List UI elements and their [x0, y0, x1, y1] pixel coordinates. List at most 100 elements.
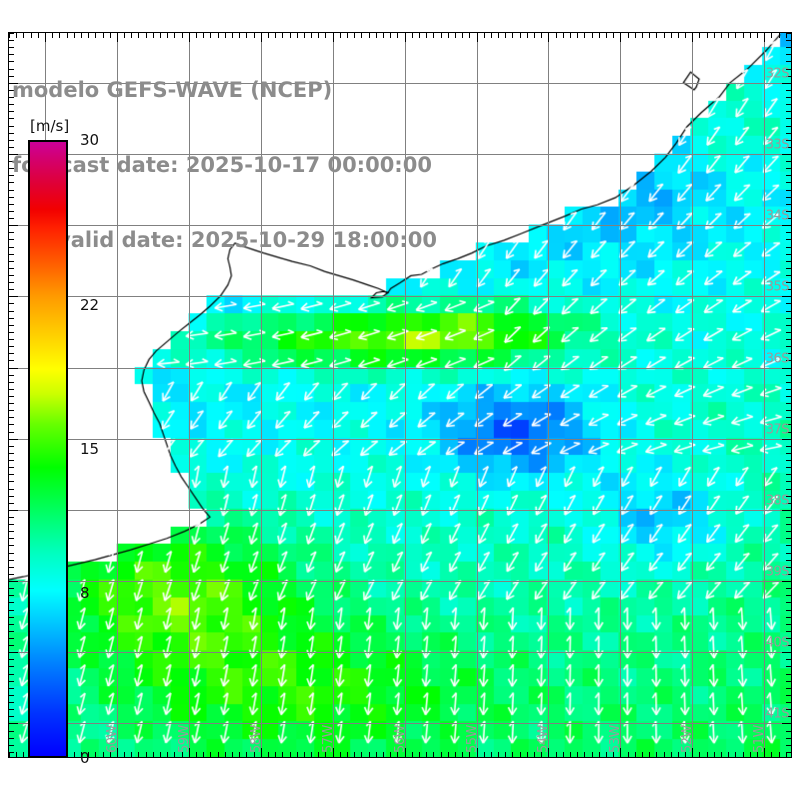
tick-right	[782, 154, 791, 155]
tick-top	[103, 33, 104, 38]
tick-right	[786, 161, 791, 162]
tick-left	[9, 745, 14, 746]
tick-right	[786, 524, 791, 525]
tick-top	[649, 33, 650, 38]
tick-top	[347, 33, 348, 38]
tick-top	[613, 33, 614, 38]
tick-bottom	[138, 752, 139, 757]
tick-top	[225, 33, 226, 38]
tick-right	[786, 147, 791, 148]
tick-top	[699, 33, 700, 38]
tick-bottom	[685, 752, 686, 757]
tick-top	[685, 33, 686, 38]
tick-bottom	[383, 752, 384, 757]
tick-left	[9, 510, 18, 511]
tick-left	[9, 204, 14, 205]
tick-left	[9, 154, 18, 155]
tick-bottom	[261, 748, 262, 757]
tick-left	[9, 396, 14, 397]
longitude-label: 53W	[608, 725, 624, 753]
tick-left	[9, 389, 14, 390]
tick-top	[369, 33, 370, 38]
grid-line-meridian	[477, 33, 478, 757]
tick-right	[786, 311, 791, 312]
longitude-label: 55W	[464, 725, 480, 753]
tick-right	[786, 140, 791, 141]
tick-left	[9, 54, 14, 55]
tick-right	[786, 389, 791, 390]
tick-bottom	[246, 752, 247, 757]
tick-top	[117, 33, 118, 42]
tick-top	[146, 33, 147, 38]
tick-bottom	[692, 748, 693, 757]
tick-bottom	[239, 752, 240, 757]
tick-right	[786, 688, 791, 689]
tick-bottom	[282, 752, 283, 757]
tick-left	[9, 275, 14, 276]
tick-bottom	[635, 752, 636, 757]
tick-right	[786, 574, 791, 575]
grid-line-parallel	[9, 652, 791, 653]
tick-left	[9, 645, 14, 646]
tick-right	[786, 489, 791, 490]
colorbar-tick-label: 15	[80, 440, 100, 458]
tick-right	[786, 182, 791, 183]
tick-left	[9, 666, 14, 667]
tick-bottom	[412, 752, 413, 757]
tick-bottom	[721, 752, 722, 757]
tick-left	[9, 311, 14, 312]
longitude-label: 59W	[176, 725, 192, 753]
tick-top	[182, 33, 183, 38]
tick-left	[9, 489, 14, 490]
tick-top	[239, 33, 240, 38]
tick-bottom	[174, 752, 175, 757]
tick-bottom	[584, 752, 585, 757]
tick-right	[786, 545, 791, 546]
tick-bottom	[469, 752, 470, 757]
tick-bottom	[81, 752, 82, 757]
tick-bottom	[649, 752, 650, 757]
tick-top	[671, 33, 672, 38]
tick-top	[642, 33, 643, 38]
tick-left	[9, 553, 14, 554]
tick-top	[606, 33, 607, 38]
tick-bottom	[671, 752, 672, 757]
tick-left	[9, 517, 14, 518]
tick-bottom	[491, 752, 492, 757]
tick-top	[743, 33, 744, 38]
tick-bottom	[182, 752, 183, 757]
tick-bottom	[613, 752, 614, 757]
tick-top	[433, 33, 434, 38]
tick-left	[9, 688, 14, 689]
tick-bottom	[74, 752, 75, 757]
tick-left	[9, 602, 14, 603]
tick-right	[786, 360, 791, 361]
tick-left	[9, 197, 14, 198]
grid-line-meridian	[620, 33, 621, 757]
tick-top	[88, 33, 89, 38]
latitude-label: 38S	[765, 493, 790, 509]
tick-right	[786, 432, 791, 433]
tick-right	[786, 268, 791, 269]
tick-bottom	[218, 752, 219, 757]
latitude-label: 33S	[765, 137, 790, 153]
tick-top	[383, 33, 384, 38]
tick-left	[9, 731, 14, 732]
tick-right	[786, 553, 791, 554]
tick-left	[9, 161, 14, 162]
tick-top	[282, 33, 283, 38]
tick-bottom	[146, 752, 147, 757]
tick-bottom	[268, 752, 269, 757]
tick-right	[786, 33, 791, 34]
tick-top	[167, 33, 168, 38]
tick-top	[232, 33, 233, 38]
tick-right	[786, 602, 791, 603]
tick-bottom	[548, 748, 549, 757]
tick-bottom	[750, 752, 751, 757]
tick-right	[786, 681, 791, 682]
tick-left	[9, 467, 14, 468]
colorbar-tick-label: 30	[80, 131, 100, 149]
tick-right	[786, 666, 791, 667]
tick-right	[786, 595, 791, 596]
